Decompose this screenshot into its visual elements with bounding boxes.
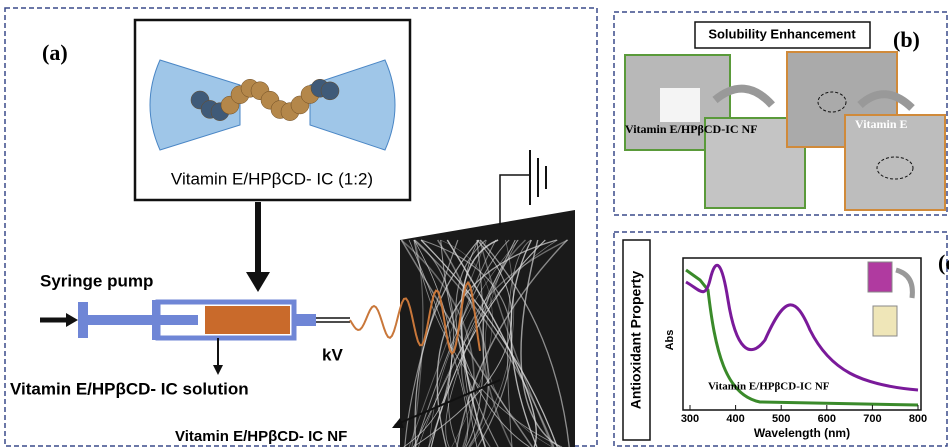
fiber — [412, 239, 513, 447]
x-tick-label: 300 — [681, 413, 699, 425]
complex-label: Vitamin E/HPβCD- IC (1:2) — [171, 169, 373, 188]
molecule — [149, 59, 396, 151]
plot-frame — [682, 257, 922, 411]
fiber — [414, 239, 510, 447]
x-tick-label: 600 — [818, 413, 836, 425]
fiber — [400, 239, 475, 447]
vial — [872, 305, 898, 337]
fiber — [420, 239, 558, 447]
fiber — [479, 239, 570, 447]
ground-wire — [499, 174, 530, 225]
title-box — [622, 239, 651, 441]
nanofiber-sample — [660, 88, 700, 122]
plunger-end — [78, 302, 88, 338]
pointer-head — [213, 365, 223, 375]
fiber — [414, 239, 455, 447]
panel-label: (a) — [42, 40, 68, 65]
nozzle — [294, 314, 316, 326]
panel-c-frame — [613, 231, 948, 447]
panel-title: Antioxidant Property — [628, 271, 644, 410]
fiber — [413, 239, 563, 447]
nanofiber-label: Vitamin E/HPβCD- IC NF — [175, 428, 347, 445]
fiber — [506, 239, 532, 447]
curved-arrow — [857, 90, 915, 111]
atom — [320, 81, 340, 101]
solution — [205, 306, 290, 334]
fiber — [520, 239, 561, 447]
fiber — [440, 239, 493, 447]
x-tick-label: 500 — [772, 413, 790, 425]
curve-label: Vitamin E/HPβCD-IC NF — [708, 381, 830, 393]
plunger-rod — [88, 315, 198, 325]
marker — [817, 91, 847, 113]
title-box — [694, 21, 871, 49]
panel-title: Solubility Enhancement — [708, 26, 856, 41]
fiber — [429, 239, 519, 447]
fiber — [446, 239, 538, 447]
fiber — [456, 239, 568, 447]
jet-coil — [349, 280, 481, 356]
fiber — [465, 239, 485, 447]
fiber — [413, 239, 555, 447]
x-axis-label: Wavelength (nm) — [754, 426, 850, 440]
y-axis-label: Abs — [664, 330, 676, 351]
fiber — [484, 239, 553, 447]
pointer — [394, 379, 501, 426]
x-tick-label: 400 — [726, 413, 744, 425]
fiber — [481, 239, 526, 447]
barrel-flange — [152, 300, 158, 340]
syringe — [40, 299, 350, 341]
curve — [685, 268, 919, 407]
panel-label: (c) — [938, 250, 949, 275]
fiber — [400, 239, 533, 447]
photo — [844, 114, 946, 211]
pump-arrow-head — [66, 313, 78, 327]
arrow-head — [246, 272, 270, 292]
fiber — [408, 239, 469, 447]
fiber — [411, 239, 424, 447]
panel-a-frame — [4, 7, 598, 447]
panel-label: (b) — [893, 27, 920, 52]
vitamin-e-chain — [190, 78, 340, 121]
pump-label: Syringe pump — [40, 271, 153, 290]
x-tick-label: 800 — [909, 413, 927, 425]
marker — [876, 156, 914, 180]
fiber — [460, 239, 569, 447]
fiber — [404, 239, 459, 447]
solution-label: Vitamin E/HPβCD- IC solution — [10, 379, 249, 398]
curved-arrow — [895, 267, 915, 299]
x-ticks: 300 400 500 600 700 800 — [681, 405, 927, 425]
panel-b-frame — [613, 11, 948, 216]
fiber — [510, 239, 538, 447]
sample-label: Vitamin E/HPβCD-IC NF — [625, 122, 758, 136]
curve — [685, 264, 919, 392]
fiber — [408, 239, 487, 447]
curved-arrow — [712, 84, 775, 108]
x-tick-label: 700 — [863, 413, 881, 425]
fiber — [445, 239, 518, 447]
voltage-label: kV — [322, 345, 343, 364]
fiber — [436, 239, 490, 447]
control-label: Vitamin E — [855, 117, 908, 131]
vial — [867, 261, 893, 293]
fibers — [400, 239, 570, 447]
pointer-head — [392, 418, 404, 428]
